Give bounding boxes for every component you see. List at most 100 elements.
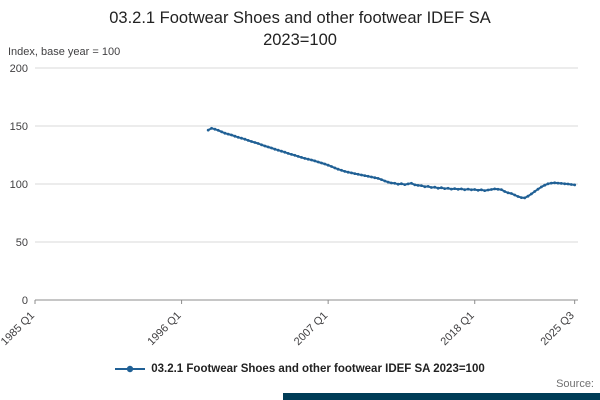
data-point	[423, 185, 427, 189]
y-tick-label: 150	[10, 121, 28, 133]
data-point	[466, 187, 470, 191]
data-point	[363, 174, 367, 177]
data-point	[510, 192, 513, 195]
data-point	[250, 140, 253, 143]
data-point	[316, 160, 320, 164]
data-point	[436, 186, 440, 190]
data-point	[420, 184, 423, 188]
data-point	[213, 127, 217, 131]
data-point	[503, 190, 507, 193]
data-point	[326, 163, 330, 167]
x-tick-label: 2025 Q3	[538, 310, 576, 348]
data-point	[310, 158, 313, 162]
data-point	[520, 196, 523, 200]
data-point	[476, 188, 480, 192]
data-point	[406, 182, 410, 186]
data-point	[366, 174, 370, 178]
data-point	[396, 182, 400, 186]
legend-item[interactable]: 03.2.1 Footwear Shoes and other footwear…	[0, 363, 600, 375]
data-point	[496, 187, 500, 191]
data-point	[573, 183, 577, 187]
data-point	[470, 188, 473, 192]
data-point	[480, 188, 483, 192]
data-point	[300, 156, 303, 159]
footer-bar	[283, 393, 600, 400]
data-point	[443, 187, 447, 191]
data-point	[350, 171, 353, 175]
data-point	[233, 134, 237, 138]
data-point	[373, 176, 377, 180]
data-point	[270, 146, 273, 150]
data-point	[553, 181, 557, 185]
data-point	[370, 175, 373, 179]
data-point	[260, 143, 263, 147]
data-point	[360, 173, 363, 177]
legend-line-marker-icon	[115, 365, 146, 373]
data-point	[320, 161, 323, 165]
data-point	[276, 148, 280, 152]
legend-label: 03.2.1 Footwear Shoes and other footwear…	[151, 363, 485, 375]
data-point	[513, 193, 517, 197]
data-point	[323, 162, 327, 166]
data-point	[433, 185, 437, 189]
legend-marker-dot	[127, 365, 134, 373]
data-point	[450, 187, 453, 191]
data-point	[410, 181, 413, 185]
data-point	[266, 145, 270, 149]
data-point	[330, 165, 333, 168]
data-point	[290, 153, 293, 156]
data-point	[346, 170, 350, 174]
data-point	[569, 183, 573, 186]
data-point	[236, 135, 240, 139]
data-point	[243, 137, 247, 141]
data-point	[500, 188, 503, 192]
data-point	[386, 180, 390, 184]
data-point	[230, 133, 233, 137]
data-point	[273, 147, 277, 151]
data-point	[340, 168, 343, 172]
data-point	[486, 188, 490, 192]
data-point	[440, 186, 443, 190]
data-point	[206, 128, 210, 132]
data-point	[556, 181, 560, 185]
data-point	[523, 196, 527, 200]
data-point	[256, 142, 260, 145]
data-point	[536, 187, 540, 191]
data-point	[210, 126, 214, 130]
data-point	[400, 182, 403, 186]
data-point	[216, 128, 220, 132]
data-point	[306, 157, 310, 161]
source-label: Source:	[556, 378, 594, 390]
data-point	[493, 187, 497, 191]
data-series-line	[207, 127, 576, 199]
data-point	[483, 189, 487, 193]
data-point	[293, 153, 297, 157]
data-point	[353, 172, 357, 175]
data-point	[296, 155, 300, 158]
data-point	[356, 172, 360, 176]
data-point	[453, 187, 457, 191]
data-point	[426, 185, 430, 188]
data-point	[526, 194, 530, 198]
data-point	[393, 181, 397, 185]
data-point	[383, 179, 387, 183]
data-point	[566, 182, 570, 186]
data-point	[240, 136, 243, 140]
data-point	[530, 192, 533, 196]
data-point	[416, 184, 420, 187]
data-point	[506, 191, 510, 195]
data-point	[333, 166, 337, 170]
data-point	[559, 182, 563, 185]
data-point	[280, 149, 283, 153]
data-point	[413, 183, 417, 187]
data-point	[463, 188, 467, 192]
data-point	[246, 139, 250, 142]
data-point	[303, 157, 307, 160]
y-tick-label: 50	[16, 237, 28, 249]
data-point	[533, 190, 537, 193]
y-axis-unit-label: Index, base year = 100	[8, 46, 121, 58]
data-point	[549, 181, 553, 185]
data-point	[380, 178, 383, 181]
data-point	[253, 141, 257, 144]
data-point	[313, 159, 317, 163]
